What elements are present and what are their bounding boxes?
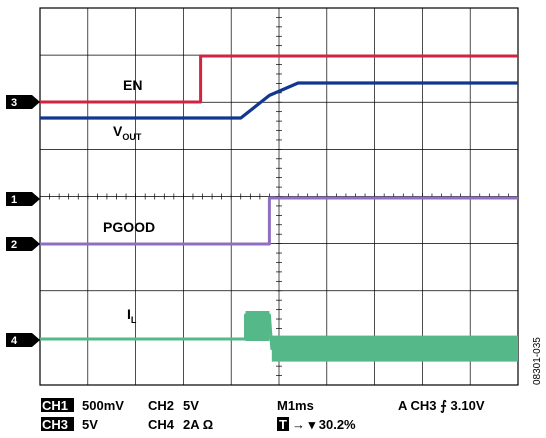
channel-marker-label: 4 — [11, 335, 18, 347]
trace-il-startup-burst — [245, 311, 270, 341]
ch3-tag: CH3 — [42, 417, 68, 432]
ch4-scale: 2A Ω — [183, 417, 213, 432]
ch2-scale: 5V — [183, 398, 199, 413]
channel-marker-1 — [6, 192, 40, 206]
trace-vout — [40, 81, 518, 120]
trigger-pos-tag: T — [279, 417, 287, 432]
trigger-position: → ▾ 30.2% — [292, 417, 356, 432]
figure-id: 08301-035 — [532, 337, 543, 385]
trace-en — [40, 54, 518, 104]
channel-marker-3 — [6, 95, 40, 109]
label-pgood: PGOOD — [103, 219, 155, 235]
ch2-tag: CH2 — [148, 398, 174, 413]
trigger-setting: A CH3 ⨍ 3.10V — [398, 398, 485, 414]
status-bar: CH1 500mV CH2 5V M1ms A CH3 ⨍ 3.10V CH3 … — [41, 398, 485, 432]
ch1-tag-box — [41, 398, 74, 412]
channel-markers: 3 1 2 4 — [6, 95, 40, 347]
channel-marker-4 — [6, 333, 40, 347]
timebase: M1ms — [277, 398, 314, 413]
ch1-tag: CH1 — [42, 398, 68, 413]
ch3-tag-box — [41, 417, 74, 431]
channel-marker-2 — [6, 237, 40, 251]
label-vout: VOUT — [113, 123, 142, 142]
label-en: EN — [123, 77, 142, 93]
ch3-scale: 5V — [82, 417, 98, 432]
trace-pgood — [40, 196, 518, 246]
channel-marker-label: 2 — [11, 239, 17, 251]
channel-marker-label: 3 — [11, 97, 17, 109]
ch1-scale: 500mV — [82, 398, 124, 413]
trigger-pos-tag-box — [277, 417, 289, 431]
ch4-tag: CH4 — [148, 417, 175, 432]
label-il: IL — [127, 306, 137, 325]
traces — [40, 54, 518, 362]
trace-il-ripple — [271, 335, 518, 362]
channel-marker-label: 1 — [11, 194, 17, 206]
